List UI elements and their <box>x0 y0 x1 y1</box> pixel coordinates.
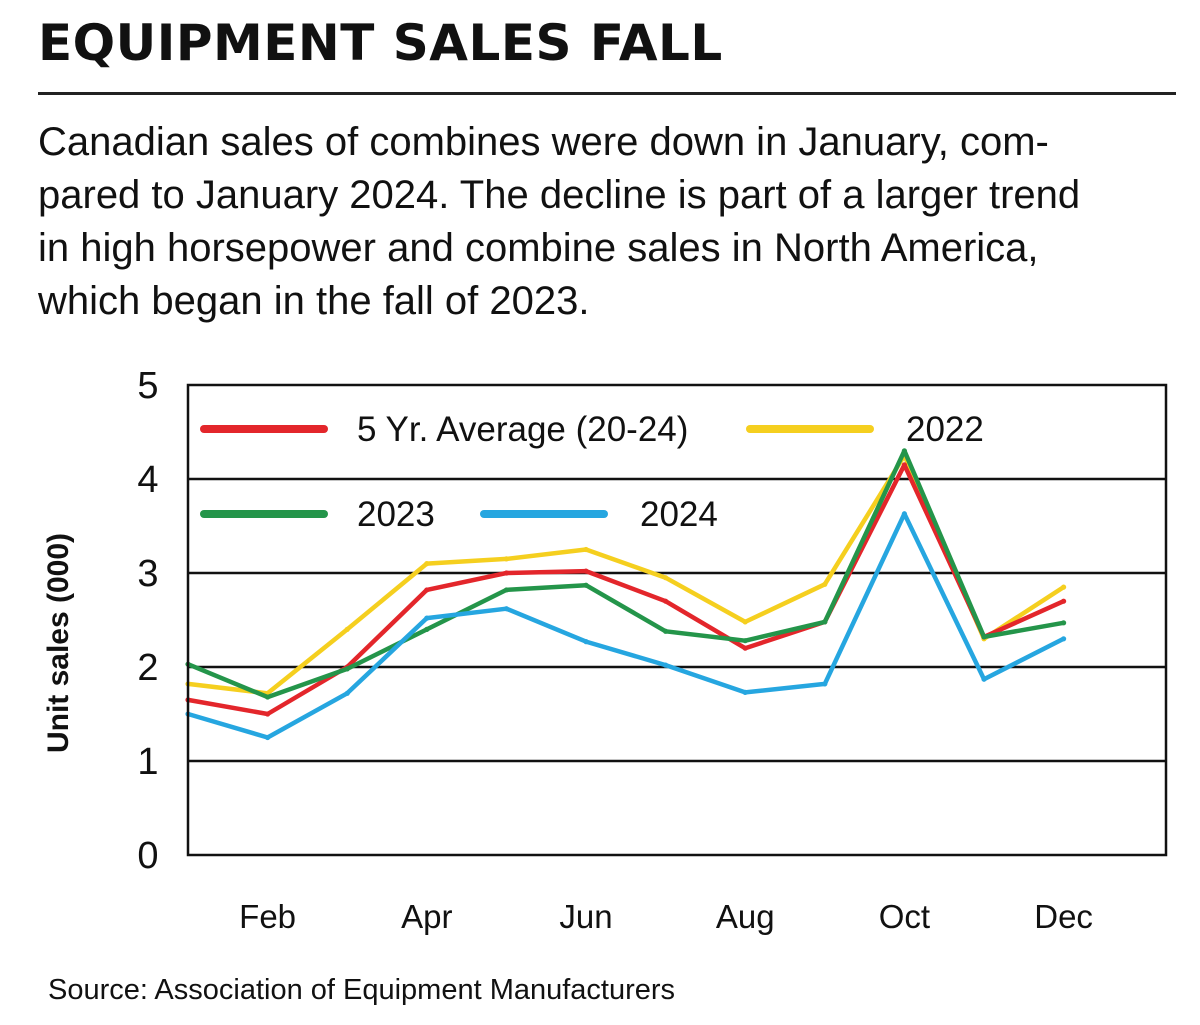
chart-description: Canadian sales of combines were down in … <box>38 116 1168 328</box>
data-point <box>503 556 509 562</box>
legend-label: 2023 <box>357 495 435 534</box>
data-point <box>265 734 271 741</box>
data-point <box>663 575 669 581</box>
data-point <box>822 681 828 687</box>
data-point <box>1061 636 1067 642</box>
data-point <box>822 581 828 587</box>
data-point <box>265 694 271 700</box>
series-lines <box>185 448 1067 741</box>
data-point <box>1061 598 1067 604</box>
x-tick-label: Jun <box>559 898 612 935</box>
line-chart: 0 1 2 3 4 5 Feb Apr Jun Aug Oct Dec Unit sales (00… <box>42 365 1168 935</box>
y-tick-label: 5 <box>137 365 158 407</box>
legend-label: 2022 <box>906 410 984 449</box>
x-tick-label: Aug <box>716 898 775 935</box>
data-point <box>424 561 430 567</box>
headline-rule <box>38 92 1176 95</box>
data-point <box>344 626 350 632</box>
data-point <box>1061 584 1067 590</box>
description-line: which began in the fall of 2023. <box>38 279 590 323</box>
data-point <box>822 619 828 625</box>
x-tick-labels: Feb Apr Jun Aug Oct Dec <box>239 898 1093 935</box>
data-point <box>981 634 987 640</box>
data-point <box>583 568 589 574</box>
data-point <box>663 598 669 604</box>
x-tick-label: Dec <box>1034 898 1093 935</box>
data-point <box>583 582 589 588</box>
data-point <box>583 546 589 553</box>
data-point <box>583 639 589 645</box>
x-tick-label: Oct <box>879 898 930 935</box>
legend: 5 Yr. Average (20-24) 2022 2023 2024 <box>200 410 984 534</box>
data-point <box>424 626 430 632</box>
data-point <box>503 606 509 612</box>
series-line-2024 <box>185 511 1066 740</box>
data-point <box>344 690 350 696</box>
data-point <box>503 570 509 576</box>
legend-label: 5 Yr. Average (20-24) <box>357 410 688 449</box>
data-point <box>981 676 987 682</box>
y-tick-label: 0 <box>137 835 158 877</box>
data-point <box>424 615 430 621</box>
description-line: Canadian sales of combines were down in … <box>38 120 1049 164</box>
data-point <box>901 448 908 454</box>
description-line: in high horsepower and combine sales in … <box>38 226 1039 270</box>
data-point <box>1061 620 1067 626</box>
data-point <box>742 638 748 644</box>
source-note: Source: Association of Equipment Manufac… <box>48 974 676 1006</box>
data-point <box>742 645 748 651</box>
data-point <box>663 662 669 668</box>
x-tick-label: Apr <box>401 898 452 935</box>
legend-label: 2024 <box>640 495 718 534</box>
data-point <box>901 462 908 468</box>
y-tick-label: 4 <box>137 459 158 501</box>
data-point <box>663 628 669 634</box>
data-point <box>742 689 748 695</box>
description-line: pared to January 2024. The decline is pa… <box>38 173 1081 217</box>
y-axis-label: Unit sales (000) <box>42 533 75 753</box>
data-point <box>344 666 350 672</box>
series-line-2023 <box>185 448 1066 700</box>
y-tick-label: 1 <box>137 741 158 783</box>
data-point <box>901 511 908 517</box>
data-point <box>742 619 748 625</box>
y-tick-labels: 0 1 2 3 4 5 <box>137 365 158 877</box>
chart-headline: EQUIPMENT SALES FALL <box>38 14 723 72</box>
y-tick-label: 3 <box>137 553 158 595</box>
y-tick-label: 2 <box>137 647 158 689</box>
plot-frame <box>186 383 1168 857</box>
x-tick-label: Feb <box>239 898 296 935</box>
data-point <box>265 711 271 717</box>
data-point <box>503 587 509 593</box>
data-point <box>424 587 430 593</box>
